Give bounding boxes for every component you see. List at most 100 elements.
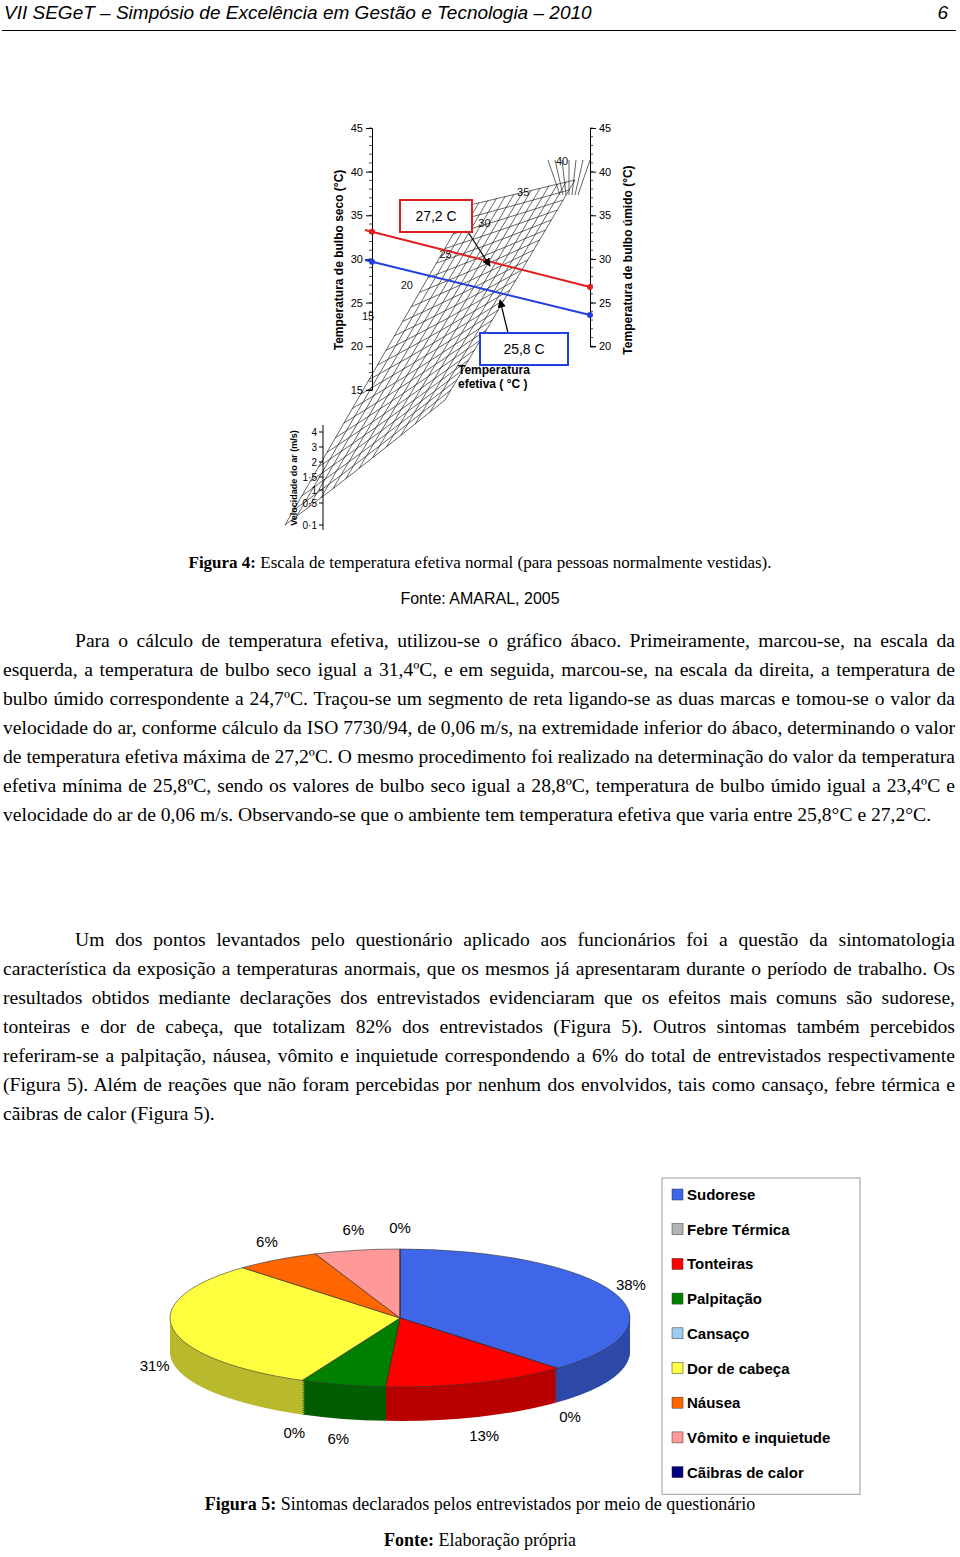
tick-label: 25 — [599, 297, 611, 309]
tick-label: 30 — [599, 253, 611, 265]
data-label: 13% — [469, 1427, 499, 1444]
tick: 40 — [351, 166, 372, 178]
minor-tick — [369, 337, 372, 338]
tick-mark — [366, 128, 372, 129]
minor-tick — [590, 224, 593, 225]
tick: 30 — [351, 253, 372, 265]
right-axis-title: Temperatura de bulbo úmido (°C) — [621, 165, 635, 354]
minor-tick — [369, 206, 372, 207]
effective-tick-label: 35 — [517, 186, 529, 198]
figure-caption: Figura 5: Sintomas declarados pelos entr… — [0, 1494, 960, 1515]
paragraph: Para o cálculo de temperatura efetiva, u… — [3, 626, 955, 829]
minor-tick — [369, 381, 372, 382]
minor-tick — [369, 180, 372, 181]
minor-tick — [590, 346, 593, 347]
tick: 30 — [590, 253, 611, 265]
minor-tick — [369, 354, 372, 355]
minor-tick — [590, 162, 593, 163]
tick-mark — [319, 490, 323, 491]
minor-tick — [590, 328, 593, 329]
tick-label: 35 — [599, 209, 611, 221]
minor-tick — [369, 389, 372, 390]
legend-label: Sudorese — [687, 1186, 755, 1203]
data-label: 0% — [389, 1219, 411, 1236]
figure-source: Fonte: AMARAL, 2005 — [0, 590, 960, 608]
tick-label: 45 — [351, 122, 363, 134]
legend: SudoreseFebre TérmicaTonteirasPalpitação… — [662, 1178, 860, 1494]
minor-tick — [590, 250, 593, 251]
data-label: 0% — [283, 1424, 305, 1441]
legend-label: Cãibras de calor — [687, 1464, 804, 1481]
data-label: 6% — [343, 1221, 365, 1238]
minor-tick — [369, 302, 372, 303]
construction-line — [365, 230, 590, 287]
figure-caption: Figura 4: Escala de temperatura efetiva … — [0, 553, 960, 573]
tick-label: 30 — [351, 253, 363, 265]
minor-tick — [369, 328, 372, 329]
data-label: 6% — [327, 1430, 349, 1447]
tick: 25 — [590, 297, 611, 309]
legend-swatch — [672, 1432, 683, 1443]
left-scale: 45403530252015 — [351, 122, 373, 396]
tick-mark — [319, 503, 323, 504]
mesh-line — [575, 160, 583, 195]
header-rule — [2, 30, 956, 31]
minor-tick — [369, 162, 372, 163]
data-label: 38% — [616, 1276, 646, 1293]
tick: 20 — [590, 340, 611, 352]
caption-label: Figura 5: — [205, 1494, 277, 1514]
construction-point — [369, 229, 375, 235]
legend-label: Náusea — [687, 1394, 741, 1411]
minor-tick — [369, 241, 372, 242]
tick: 25 — [351, 297, 372, 309]
legend-label: Cansaço — [687, 1325, 750, 1342]
tick-label: 3 — [311, 442, 317, 453]
value-box — [400, 200, 472, 232]
legend-label: Palpitação — [687, 1290, 762, 1307]
minor-tick — [590, 145, 593, 146]
minor-tick — [590, 293, 593, 294]
minor-tick — [369, 372, 372, 373]
legend-swatch — [672, 1224, 683, 1235]
construction-point — [587, 312, 593, 318]
value-box — [480, 333, 568, 365]
minor-tick — [369, 320, 372, 321]
mesh-line — [401, 186, 549, 435]
legend-swatch — [672, 1467, 683, 1478]
tick-label: 20 — [351, 340, 363, 352]
tick-mark — [366, 172, 372, 173]
mesh-line — [411, 250, 534, 307]
tick-mark — [366, 390, 372, 391]
legend-swatch — [672, 1258, 683, 1269]
tick-mark — [319, 477, 323, 478]
header-title: VII SEGeT – Simpósio de Excelência em Ge… — [4, 2, 592, 24]
minor-tick — [590, 189, 593, 190]
mesh-line — [297, 203, 479, 516]
pie-top — [170, 1249, 630, 1387]
legend-swatch — [672, 1397, 683, 1408]
legend-swatch — [672, 1328, 683, 1339]
tick-label: 40 — [599, 166, 611, 178]
value-box-label: 25,8 C — [503, 341, 544, 357]
tick-label: 40 — [351, 166, 363, 178]
slice — [386, 1318, 558, 1387]
tick-label: 35 — [351, 209, 363, 221]
legend-label: Vômito e inquietude — [687, 1429, 830, 1446]
legend-frame — [662, 1178, 860, 1494]
tick-mark — [590, 346, 596, 347]
tick-mark — [319, 525, 323, 526]
minor-tick — [590, 258, 593, 259]
legend-swatch — [672, 1293, 683, 1304]
mesh-line — [569, 160, 570, 195]
mesh-line — [373, 190, 532, 457]
minor-tick — [590, 311, 593, 312]
tick: 45 — [351, 122, 372, 134]
header-page: 6 — [937, 2, 948, 24]
caption-text: Sintomas declarados pelos entrevistados … — [281, 1494, 755, 1514]
minor-tick — [369, 154, 372, 155]
slice — [400, 1249, 401, 1318]
tick-mark — [366, 303, 372, 304]
minor-tick — [369, 250, 372, 251]
effective-tick-label: 40 — [556, 155, 568, 167]
legend-label: Febre Térmica — [687, 1221, 790, 1238]
